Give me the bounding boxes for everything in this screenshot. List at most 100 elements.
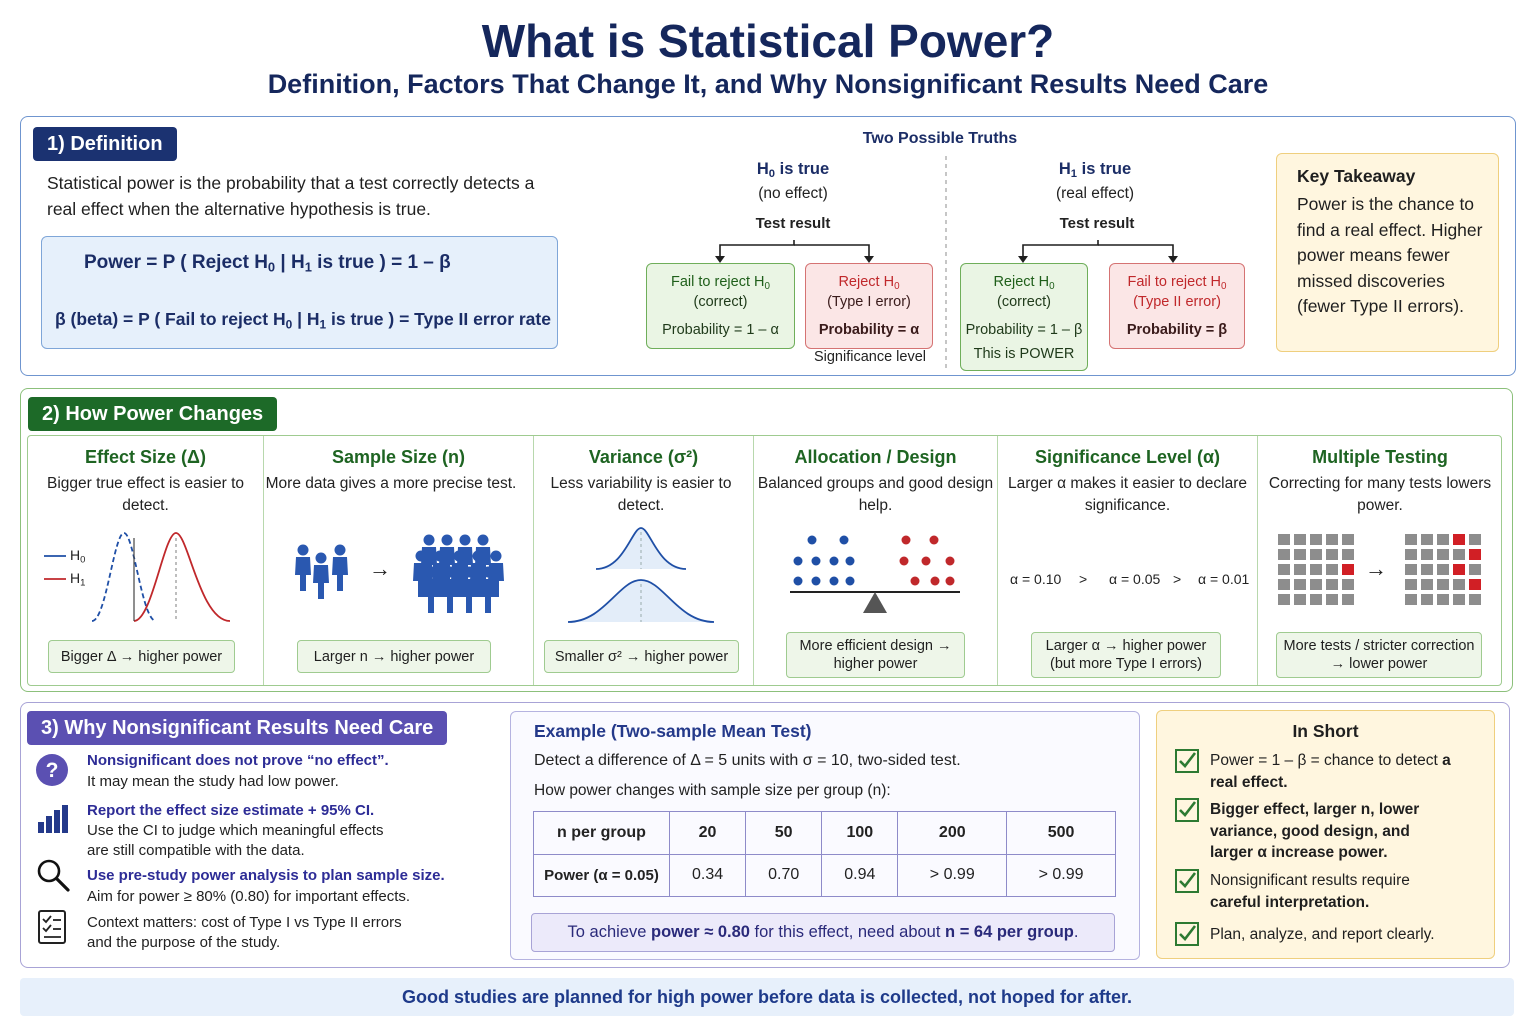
- test-square: [1405, 534, 1417, 545]
- factors-grid: [27, 435, 1502, 686]
- sample-size-conclusion: To achieve power ≈ 0.80 for this effect,…: [531, 913, 1115, 952]
- outcome-subtitle: (Type II error): [1133, 294, 1221, 310]
- test-square: [1469, 594, 1481, 605]
- outcome-subtitle: (correct): [997, 294, 1051, 310]
- table-header-cell: 20: [668, 811, 747, 855]
- greater-than-symbol: >: [1173, 571, 1182, 587]
- table-cell: 0.34: [668, 853, 747, 897]
- alpha-001-label: α = 0.01: [1198, 571, 1250, 587]
- test-square: [1453, 594, 1465, 605]
- test-square: [1294, 549, 1306, 560]
- factor-desc-multiple-testing: Correcting for many tests lowers power.: [1268, 475, 1492, 514]
- test-square: [1310, 534, 1322, 545]
- table-header-cell: 500: [1006, 811, 1116, 855]
- power-label: This is POWER: [973, 346, 1075, 362]
- svg-text:?: ?: [46, 759, 59, 782]
- test-square: [1294, 594, 1306, 605]
- legend-h0-label: H0: [70, 547, 86, 566]
- checkbox-check-icon: [1175, 869, 1199, 893]
- test-square: [1326, 579, 1338, 590]
- test-square: [1326, 594, 1338, 605]
- test-square: [1437, 549, 1449, 560]
- factor-desc-effect-size: Bigger true effect is easier to detect.: [46, 475, 244, 514]
- significant-test-square: [1453, 564, 1465, 575]
- significant-test-square: [1469, 549, 1481, 560]
- outcome-probability: Probability = 1 – β: [965, 322, 1083, 338]
- factor-desc-sample-size: More data gives a more precise test.: [265, 475, 517, 492]
- power-table: n per group 20 50 100 200 500 Power (α =…: [533, 811, 1116, 897]
- page-subtitle: Definition, Factors That Change It, and …: [267, 69, 1269, 99]
- nonsig-item-3-text: Aim for power ≥ 80% (0.80) for important…: [87, 888, 411, 905]
- outcome-subtitle: (correct): [693, 294, 748, 310]
- factor-pill-variance: Smaller σ² → higher power: [544, 640, 739, 673]
- test-square: [1294, 534, 1306, 545]
- arrow-icon: →: [1365, 556, 1387, 581]
- table-cell: > 0.99: [1006, 853, 1116, 897]
- test-square: [1342, 549, 1354, 560]
- alpha-005-label: α = 0.05: [1109, 571, 1161, 587]
- table-header-cell: n per group: [533, 811, 670, 855]
- test-square: [1437, 579, 1449, 590]
- factor-pill-alpha: Larger α → higher power (but more Type I…: [1031, 632, 1221, 678]
- h1-true-subtitle: (real effect): [1055, 185, 1135, 202]
- key-takeaway-title: Key Takeaway: [1297, 166, 1416, 186]
- outcome-title: Fail to reject H0: [1127, 274, 1227, 292]
- power-changes-panel: [20, 388, 1513, 692]
- in-short-title: In Short: [1292, 721, 1359, 741]
- in-short-item-4: Plan, analyze, and report clearly.: [1210, 926, 1435, 943]
- magnifier-icon: [37, 859, 70, 892]
- test-square: [1294, 564, 1306, 575]
- outcome-title: Reject H0: [993, 274, 1055, 292]
- checkbox-check-icon: [1175, 922, 1199, 946]
- h0-true-heading: H0 is true: [756, 160, 830, 181]
- outcome-title: Reject H0: [838, 274, 900, 292]
- outcome-h0-fail-to-reject: Fail to reject H0 (correct) Probability …: [646, 263, 795, 349]
- formula-box: [41, 236, 558, 349]
- test-square: [1326, 549, 1338, 560]
- test-square: [1326, 564, 1338, 575]
- footer-banner: Good studies are planned for high power …: [20, 978, 1514, 1016]
- test-square: [1342, 534, 1354, 545]
- definition-tag: 1) Definition: [33, 127, 177, 161]
- test-square: [1405, 564, 1417, 575]
- definition-panel: [20, 116, 1516, 376]
- example-description: Detect a difference of Δ = 5 units with …: [534, 752, 961, 769]
- outcome-title: Fail to reject H0: [671, 274, 770, 292]
- in-short-item-1: Power = 1 – β = chance to detect a real …: [1210, 752, 1451, 791]
- test-square: [1437, 564, 1449, 575]
- factor-pill-sample-size: Larger n → higher power: [297, 640, 491, 673]
- nonsig-item-2-text: Use the CI to judge which meaningful eff…: [87, 822, 384, 859]
- test-square: [1278, 549, 1290, 560]
- outcome-probability: Probability = β: [1126, 322, 1228, 338]
- factor-desc-alpha: Larger α makes it easier to declare sign…: [1008, 475, 1247, 514]
- table-header-cell: 100: [821, 811, 899, 855]
- key-takeaway-text: Power is the chance to find a real effec…: [1297, 194, 1483, 316]
- definition-text: Statistical power is the probability tha…: [47, 173, 535, 219]
- significant-test-square: [1453, 534, 1465, 545]
- table-header-cell: 200: [897, 811, 1008, 855]
- factor-title-alpha: Significance Level (α): [1034, 447, 1221, 467]
- test-square: [1469, 564, 1481, 575]
- test-square: [1437, 594, 1449, 605]
- truths-title: Two Possible Truths: [862, 130, 1018, 147]
- test-square: [1342, 594, 1354, 605]
- significant-test-square: [1469, 579, 1481, 590]
- nonsig-item-2-heading: Report the effect size estimate + 95% CI…: [87, 802, 375, 819]
- nonsig-item-3-heading: Use pre-study power analysis to plan sam…: [87, 867, 445, 884]
- arrow-icon: →: [369, 556, 391, 581]
- beta-formula: β (beta) = P ( Fail to reject H0 | H1 is…: [55, 309, 551, 332]
- test-square: [1437, 534, 1449, 545]
- h1-true-heading: H1 is true: [1058, 160, 1132, 181]
- multiple-tests-grid-icon: →: [1278, 534, 1481, 605]
- test-square: [1453, 579, 1465, 590]
- people-groups-icon: →: [295, 534, 504, 613]
- column-divider: [263, 436, 264, 685]
- greater-than-symbol: >: [1079, 571, 1088, 587]
- factor-pill-design: More efficient design → higher power: [786, 632, 965, 678]
- test-square: [1469, 534, 1481, 545]
- example-table-caption: How power changes with sample size per g…: [534, 782, 891, 799]
- test-square: [1278, 564, 1290, 575]
- test-square: [1326, 534, 1338, 545]
- test-square: [1405, 594, 1417, 605]
- outcome-subtitle: (Type I error): [827, 294, 911, 310]
